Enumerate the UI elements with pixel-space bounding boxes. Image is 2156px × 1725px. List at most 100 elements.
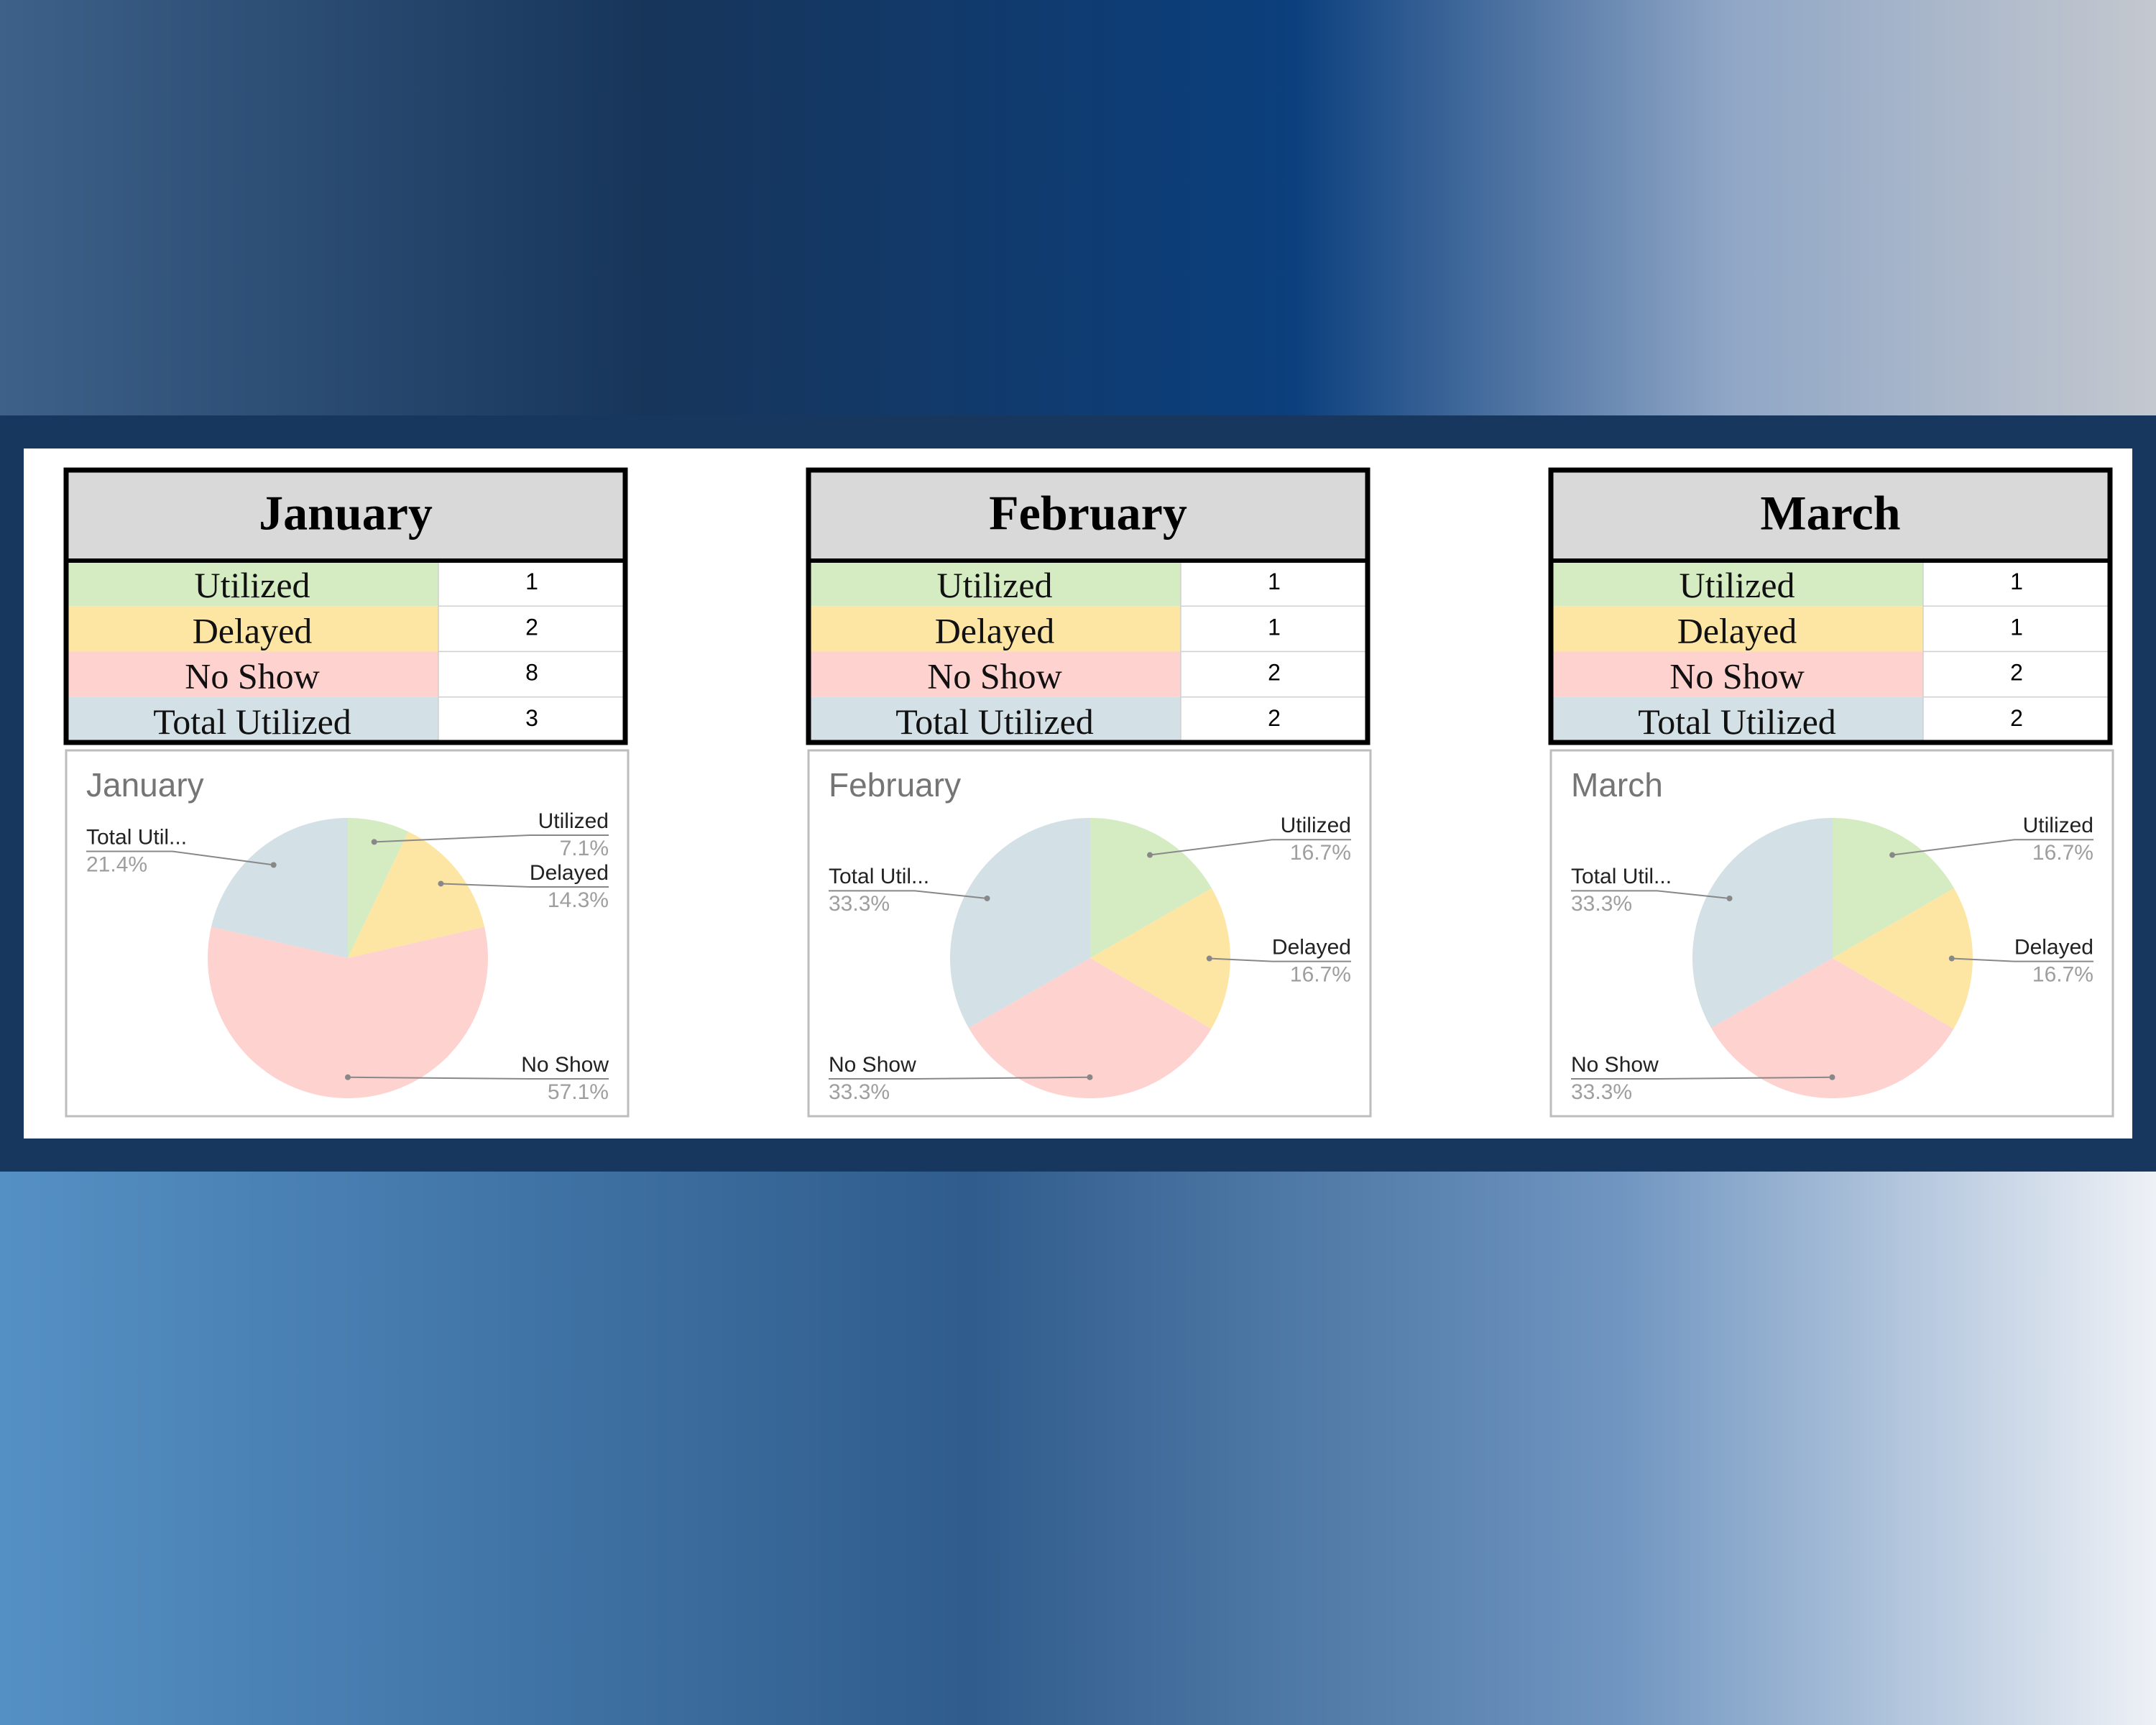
row-value: 2: [2010, 705, 2023, 731]
table-header: [808, 470, 1368, 561]
pie-slice: [211, 818, 348, 958]
pie-slice: [968, 958, 1212, 1098]
pie-slice: [1833, 888, 1973, 1029]
table-title: March: [1760, 486, 1900, 540]
leader-line: [374, 834, 609, 843]
leader-line: [347, 1076, 609, 1080]
leader-dot: [371, 839, 377, 845]
slice-value-label: 33.3%: [1571, 1080, 1632, 1104]
background: [0, 0, 2156, 417]
slice-value-label: 57.1%: [548, 1080, 609, 1104]
row-value: 1: [1268, 569, 1281, 594]
slice-label: Delayed: [2014, 936, 2093, 960]
slice-value-label: 16.7%: [1290, 963, 1351, 987]
leader-line: [829, 1076, 1090, 1080]
slice-label: Utilized: [2023, 814, 2093, 837]
slice-label: No Show: [829, 1053, 916, 1077]
slice-value-label: 7.1%: [560, 837, 609, 860]
table-border: [63, 467, 628, 745]
row-label-cell: [808, 651, 1181, 697]
pie-slice: [1090, 818, 1212, 958]
row-label-cell: [1551, 696, 1923, 742]
leader-line: [1209, 957, 1351, 962]
leader-line: [86, 850, 274, 866]
slice-label: No Show: [1571, 1053, 1659, 1077]
row-label: Total Utilized: [895, 702, 1094, 742]
row-label-cell: [66, 696, 438, 742]
row-value-cell: [1922, 560, 2111, 607]
pie-slice: [949, 818, 1090, 1029]
leader-line: [1571, 1076, 1833, 1080]
row-label: Utilized: [936, 565, 1052, 605]
row-label: Utilized: [194, 565, 310, 605]
slice-value-label: 14.3%: [548, 888, 609, 912]
row-value: 2: [2010, 660, 2023, 686]
slice-value-label: 33.3%: [829, 892, 890, 916]
leader-line: [1892, 839, 2093, 856]
content: January Utilized 1 Delayed 2 No Show 8 Total Ut…: [63, 467, 2114, 1118]
row-value: 1: [525, 569, 538, 594]
row-label-cell: [1551, 561, 1923, 607]
row-value: 2: [1268, 705, 1281, 731]
leader-dot: [1087, 1074, 1093, 1080]
row-value: 3: [525, 705, 538, 731]
row-value: 2: [1268, 660, 1281, 686]
slice-value-label: 16.7%: [2032, 841, 2093, 865]
slice-value-label: 16.7%: [2032, 963, 2093, 987]
table-border: [1548, 467, 2113, 745]
leader-line: [441, 883, 609, 888]
leader-dot: [1829, 1074, 1835, 1080]
row-label-cell: [66, 651, 438, 697]
slice-value-label: 33.3%: [1571, 892, 1632, 916]
row-label-cell: [66, 606, 438, 652]
chart-title: February: [829, 766, 961, 804]
slice-value-label: 21.4%: [86, 852, 147, 876]
row-label: No Show: [927, 656, 1062, 696]
table-header: [1551, 470, 2110, 561]
pie-slice: [348, 832, 485, 958]
leader-dot: [1147, 852, 1153, 858]
pie-slice: [1833, 818, 1955, 958]
slice-value-label: 33.3%: [829, 1080, 890, 1104]
leader-line: [829, 890, 987, 899]
table-header: [66, 470, 625, 561]
chart-title: January: [86, 766, 204, 804]
row-value: 1: [2010, 569, 2023, 594]
slice-value-label: 16.7%: [1290, 841, 1351, 865]
slice-label: Total Util...: [829, 865, 929, 888]
leader-dot: [984, 895, 990, 901]
table-title: January: [259, 486, 433, 540]
row-label-cell: [808, 606, 1181, 652]
row-value-cell: [438, 650, 626, 698]
row-label: Delayed: [193, 610, 313, 650]
slice-label: Total Util...: [86, 825, 187, 849]
table-title: February: [989, 486, 1187, 540]
row-label-cell: [1551, 606, 1923, 652]
row-label: No Show: [1669, 656, 1805, 696]
leader-dot: [1948, 955, 1955, 962]
pie-slice: [208, 926, 488, 1099]
row-value: 1: [2010, 614, 2023, 640]
slice-label: Total Util...: [1571, 865, 1672, 888]
pie-slice: [1090, 888, 1230, 1029]
pie-slice: [1710, 958, 1954, 1099]
leader-dot: [1889, 852, 1896, 858]
chart-title: March: [1571, 766, 1663, 804]
slice-label: Utilized: [1281, 814, 1351, 837]
row-label-cell: [808, 561, 1181, 607]
leader-dot: [1206, 955, 1212, 962]
row-label-cell: [66, 561, 438, 607]
row-label: Total Utilized: [153, 702, 351, 742]
leader-line: [1951, 957, 2093, 962]
row-value: 8: [525, 660, 538, 686]
row-value: 1: [1268, 614, 1281, 640]
row-value-cell: [1180, 605, 1368, 653]
slice-label: Utilized: [538, 809, 609, 833]
background: [0, 1172, 2156, 1725]
leader-line: [1571, 890, 1730, 899]
row-value-cell: [438, 560, 626, 607]
slice-label: No Show: [521, 1053, 609, 1077]
leader-dot: [438, 880, 444, 887]
table-border: [806, 467, 1370, 745]
